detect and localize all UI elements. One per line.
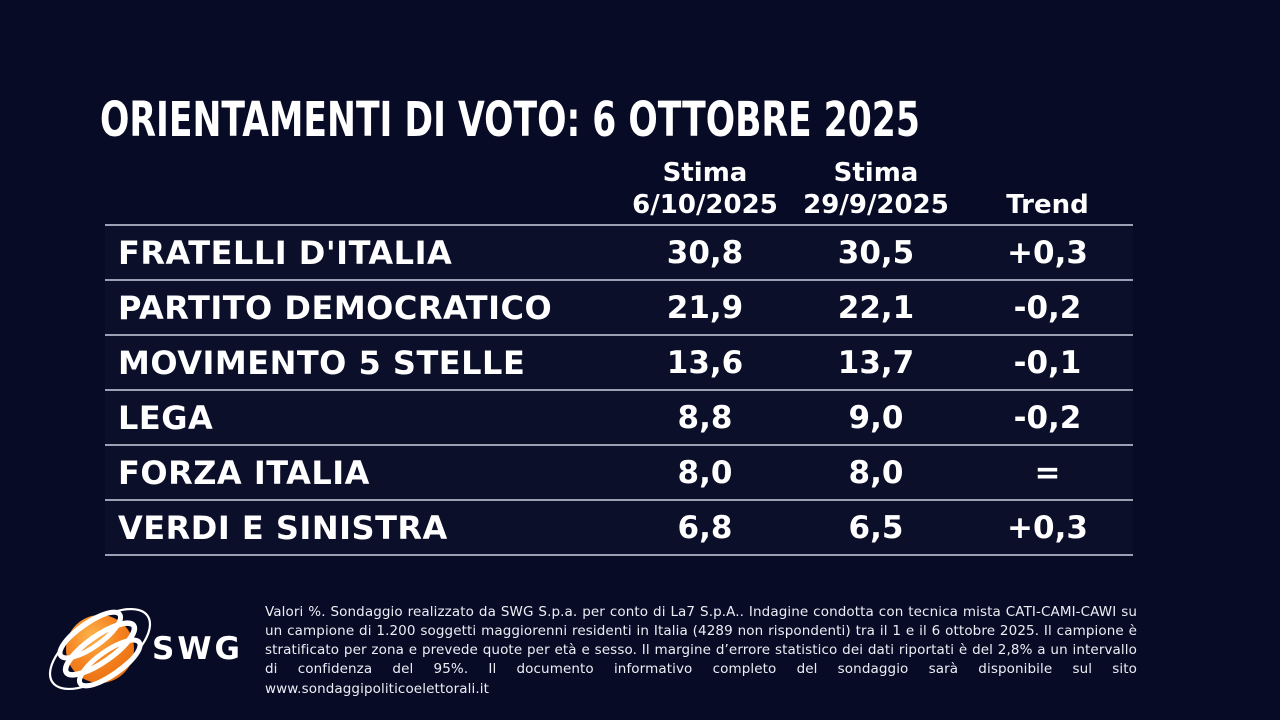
stima-current-value: 21,9 <box>666 289 744 326</box>
header-stima-current-label: Stima <box>662 158 748 188</box>
stima-current-value: 6,8 <box>677 509 733 546</box>
trend-value: = <box>1034 454 1061 491</box>
table-header-row: Stima 6/10/2025 Stima 29/9/2025 Trend <box>105 158 1133 226</box>
stima-current-value: 8,0 <box>677 454 733 491</box>
stima-previous-value: 6,5 <box>848 509 904 546</box>
table-row: VERDI E SINISTRA 6,8 6,5 +0,3 <box>105 501 1133 556</box>
party-name: LEGA <box>118 398 214 437</box>
trend-value: +0,3 <box>1007 234 1088 271</box>
stima-current-value: 13,6 <box>666 344 744 381</box>
trend-value: +0,3 <box>1007 509 1088 546</box>
stima-current-value: 30,8 <box>666 234 744 271</box>
trend-value: -0,2 <box>1013 399 1082 436</box>
party-name: PARTITO DEMOCRATICO <box>118 288 553 327</box>
trend-value: -0,2 <box>1013 289 1082 326</box>
trend-value: -0,1 <box>1013 344 1082 381</box>
table-row: FORZA ITALIA 8,0 8,0 = <box>105 446 1133 501</box>
page-title: ORIENTAMENTI DI VOTO: 6 OTTOBRE 2025 <box>100 92 920 148</box>
table-row: MOVIMENTO 5 STELLE 13,6 13,7 -0,1 <box>105 336 1133 391</box>
stima-previous-value: 30,5 <box>837 234 915 271</box>
globe-icon <box>48 607 152 691</box>
stima-previous-value: 13,7 <box>837 344 915 381</box>
header-stima-current-date: 6/10/2025 <box>632 189 778 220</box>
table-row: PARTITO DEMOCRATICO 21,9 22,1 -0,2 <box>105 281 1133 336</box>
header-trend: Trend <box>1006 189 1089 220</box>
swg-logo-text: SWG <box>152 631 243 667</box>
stima-previous-value: 22,1 <box>837 289 915 326</box>
poll-table: Stima 6/10/2025 Stima 29/9/2025 Trend FR… <box>105 158 1133 556</box>
party-name: MOVIMENTO 5 STELLE <box>118 343 526 382</box>
stima-previous-value: 9,0 <box>848 399 904 436</box>
header-party-spacer <box>105 221 620 228</box>
stima-previous-value: 8,0 <box>848 454 904 491</box>
party-name: VERDI E SINISTRA <box>118 508 448 547</box>
header-stima-current: Stima 6/10/2025 <box>620 158 790 228</box>
table-row: LEGA 8,8 9,0 -0,2 <box>105 391 1133 446</box>
party-name: FORZA ITALIA <box>118 453 370 492</box>
header-stima-previous-label: Stima <box>833 158 919 188</box>
stima-current-value: 8,8 <box>677 399 733 436</box>
header-stima-previous-date: 29/9/2025 <box>803 189 949 220</box>
swg-logo: SWG <box>48 607 243 691</box>
methodology-disclaimer: Valori %. Sondaggio realizzato da SWG S.… <box>265 604 1137 697</box>
table-row: FRATELLI D'ITALIA 30,8 30,5 +0,3 <box>105 226 1133 281</box>
header-stima-previous: Stima 29/9/2025 <box>790 158 962 228</box>
party-name: FRATELLI D'ITALIA <box>118 233 453 272</box>
